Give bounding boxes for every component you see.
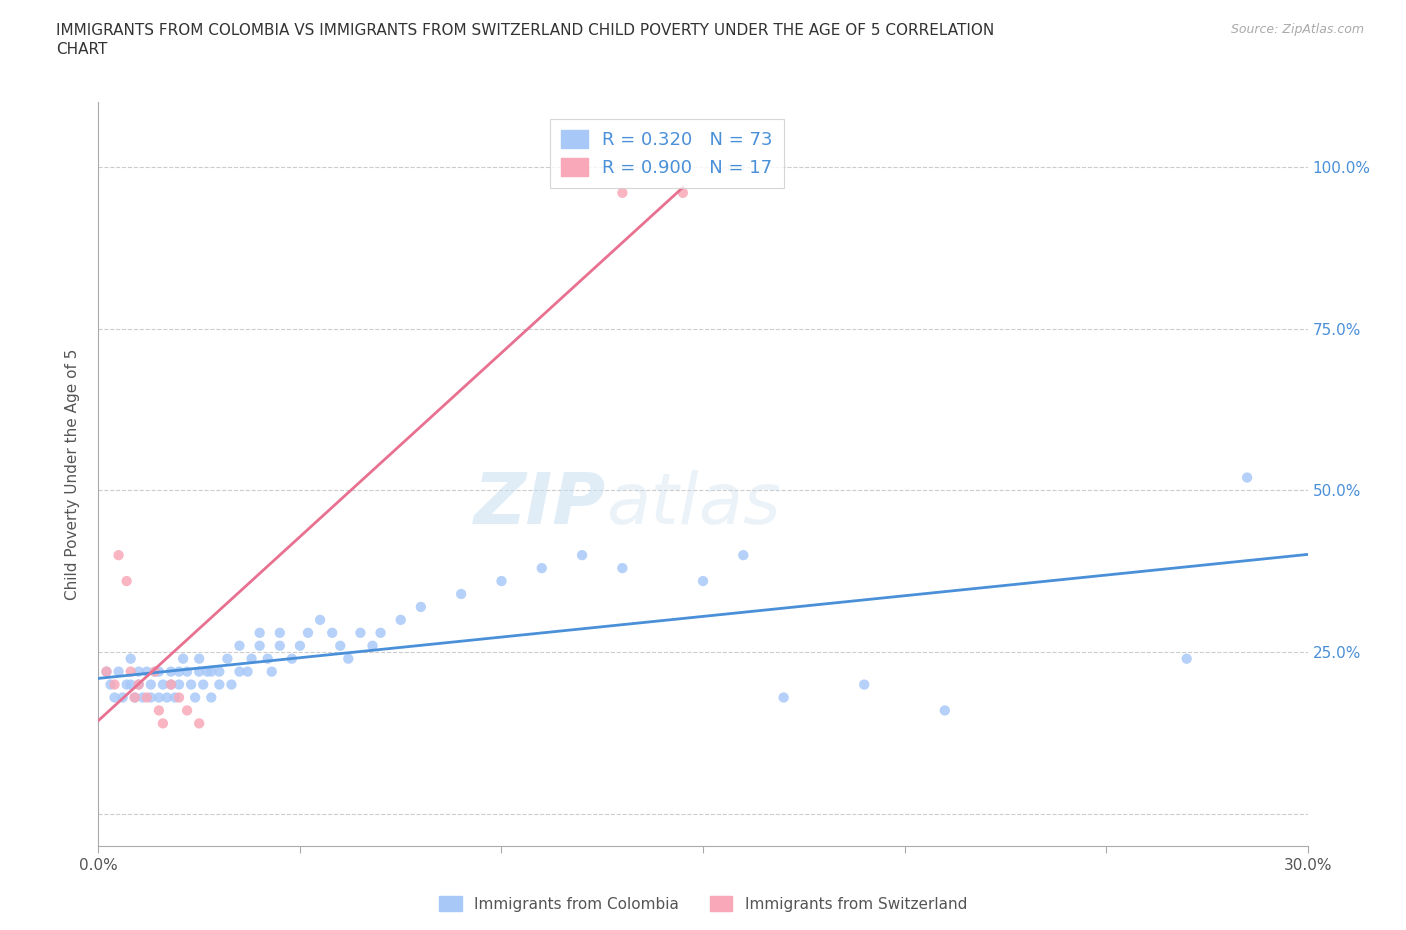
Text: atlas: atlas [606, 470, 780, 538]
Point [772, 690, 794, 705]
Point [132, 690, 155, 705]
Point [361, 638, 384, 653]
Point [167, 690, 190, 705]
Point [450, 587, 472, 602]
Point [853, 677, 876, 692]
Point [337, 651, 360, 666]
Y-axis label: Child Poverty Under the Age of 5: Child Poverty Under the Age of 5 [65, 349, 80, 600]
Point [733, 548, 755, 563]
Point [217, 651, 239, 666]
Point [100, 677, 122, 692]
Point [1175, 651, 1198, 666]
Point [184, 690, 207, 705]
Point [143, 664, 166, 679]
Text: IMMIGRANTS FROM COLOMBIA VS IMMIGRANTS FROM SWITZERLAND CHILD POVERTY UNDER THE : IMMIGRANTS FROM COLOMBIA VS IMMIGRANTS F… [56, 23, 994, 38]
Point [281, 651, 304, 666]
Legend: R = 0.320   N = 73, R = 0.900   N = 17: R = 0.320 N = 73, R = 0.900 N = 17 [550, 119, 783, 188]
Point [329, 638, 352, 653]
Point [370, 625, 392, 640]
Point [195, 664, 218, 679]
Legend: Immigrants from Colombia, Immigrants from Switzerland: Immigrants from Colombia, Immigrants fro… [433, 889, 973, 918]
Point [200, 664, 222, 679]
Point [188, 716, 211, 731]
Point [260, 664, 283, 679]
Point [491, 574, 513, 589]
Point [139, 690, 162, 705]
Text: CHART: CHART [56, 42, 108, 57]
Point [349, 625, 371, 640]
Point [934, 703, 956, 718]
Point [221, 677, 243, 692]
Point [148, 690, 170, 705]
Point [389, 613, 412, 628]
Point [107, 548, 129, 563]
Point [96, 664, 118, 679]
Point [152, 716, 174, 731]
Point [180, 677, 202, 692]
Point [200, 690, 222, 705]
Point [236, 664, 259, 679]
Point [208, 664, 231, 679]
Point [530, 561, 553, 576]
Point [167, 677, 190, 692]
Point [120, 651, 142, 666]
Point [612, 185, 634, 200]
Point [160, 664, 183, 679]
Point [692, 574, 714, 589]
Point [167, 664, 190, 679]
Point [269, 638, 291, 653]
Point [240, 651, 263, 666]
Point [571, 548, 593, 563]
Point [188, 651, 211, 666]
Point [148, 664, 170, 679]
Point [612, 561, 634, 576]
Point [228, 664, 250, 679]
Point [128, 664, 150, 679]
Point [193, 677, 215, 692]
Point [228, 638, 250, 653]
Point [120, 664, 142, 679]
Point [309, 613, 332, 628]
Point [124, 690, 146, 705]
Point [152, 677, 174, 692]
Point [256, 651, 278, 666]
Point [176, 703, 198, 718]
Point [115, 574, 138, 589]
Point [156, 690, 179, 705]
Point [288, 638, 311, 653]
Point [103, 677, 125, 692]
Point [96, 664, 118, 679]
Point [148, 703, 170, 718]
Point [160, 677, 183, 692]
Point [163, 690, 186, 705]
Point [321, 625, 343, 640]
Point [249, 638, 271, 653]
Point [188, 664, 211, 679]
Point [176, 664, 198, 679]
Point [128, 677, 150, 692]
Point [1236, 470, 1258, 485]
Point [269, 625, 291, 640]
Point [115, 677, 138, 692]
Point [249, 625, 271, 640]
Point [409, 600, 432, 615]
Point [208, 677, 231, 692]
Point [172, 651, 194, 666]
Point [107, 664, 129, 679]
Point [139, 677, 162, 692]
Point [120, 677, 142, 692]
Point [111, 690, 134, 705]
Text: Source: ZipAtlas.com: Source: ZipAtlas.com [1230, 23, 1364, 36]
Point [128, 677, 150, 692]
Point [103, 690, 125, 705]
Point [124, 690, 146, 705]
Point [160, 677, 183, 692]
Point [297, 625, 319, 640]
Point [143, 664, 166, 679]
Text: ZIP: ZIP [474, 470, 606, 538]
Point [672, 185, 695, 200]
Point [135, 690, 157, 705]
Point [135, 664, 157, 679]
